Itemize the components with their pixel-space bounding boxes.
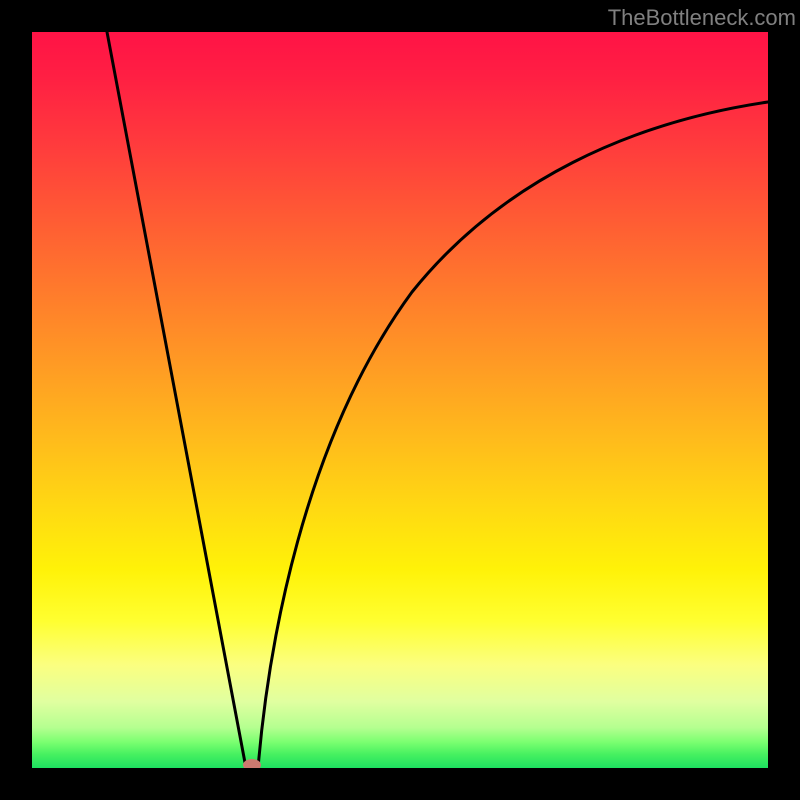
watermark-text: TheBottleneck.com [608,5,796,31]
minimum-marker [243,759,261,768]
curve-right-segment [258,102,768,768]
plot-area [32,32,768,768]
bottleneck-curve [32,32,768,768]
curve-left-segment [107,32,246,768]
stage: TheBottleneck.com [0,0,800,800]
